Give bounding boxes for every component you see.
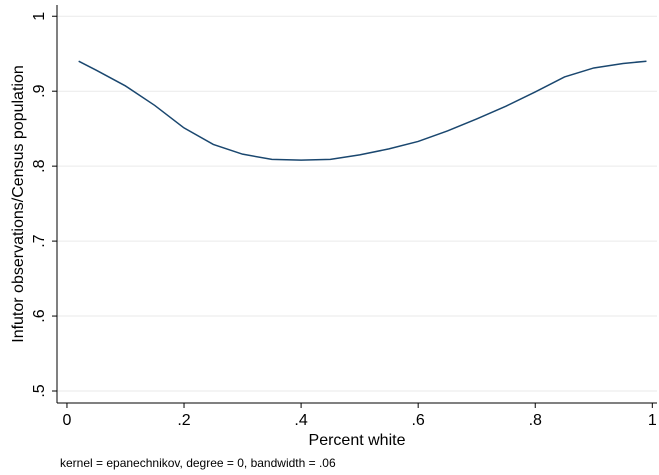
- x-axis-label: Percent white: [309, 432, 406, 449]
- x-tick-label: .4: [294, 412, 307, 429]
- y-tick-label: .8: [31, 159, 48, 172]
- x-tick-label: 1: [648, 412, 657, 429]
- note: kernel = epanechnikov, degree = 0, bandw…: [60, 456, 336, 470]
- x-tick-label: .8: [529, 412, 542, 429]
- y-tick-label: 1: [31, 12, 48, 21]
- x-tick-label: 0: [62, 412, 71, 429]
- x-tick-label: .2: [177, 412, 190, 429]
- y-axis-label: Infutor observations/Census population: [10, 65, 27, 343]
- y-tick-label: .9: [31, 84, 48, 97]
- y-tick-label: .5: [31, 384, 48, 397]
- line: [78, 60, 647, 161]
- y-tick-label: .7: [31, 234, 48, 247]
- y-tick-label: .6: [31, 309, 48, 322]
- x-tick-label: .6: [411, 412, 424, 429]
